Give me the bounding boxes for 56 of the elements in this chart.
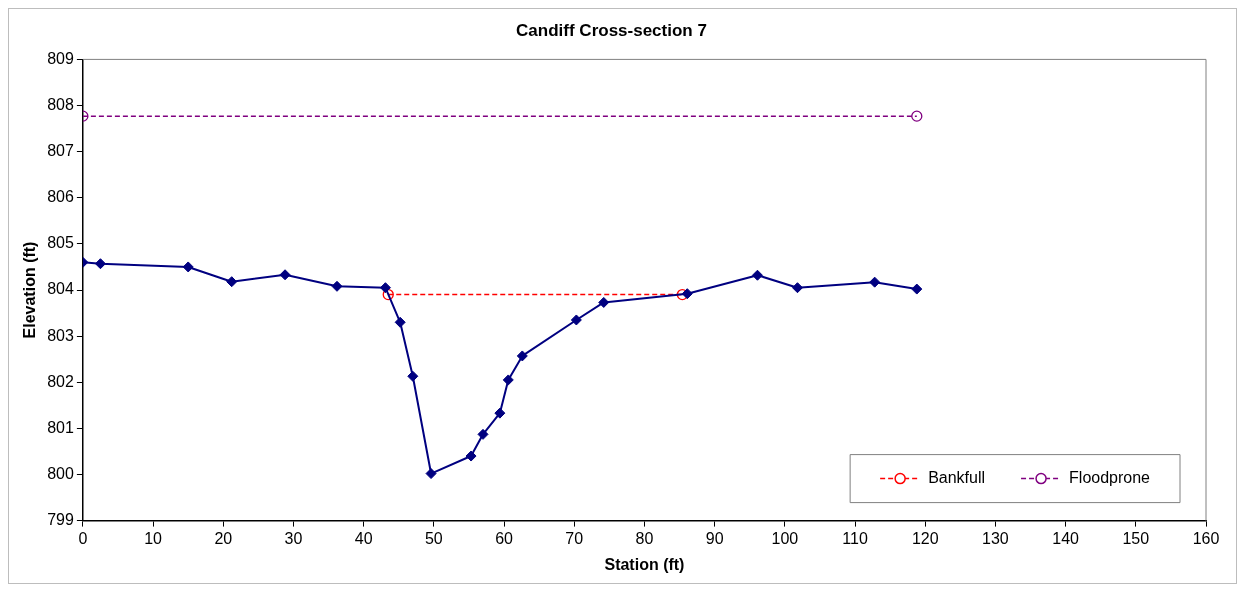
x-tick-label: 130 (982, 529, 1009, 547)
point (331, 280, 343, 292)
x-tick-label: 10 (144, 529, 163, 547)
y-tick-label: 804 (47, 280, 74, 298)
x-tick-label: 90 (705, 529, 724, 547)
point (182, 261, 194, 273)
point (477, 428, 489, 440)
y-tick-label: 803 (47, 326, 74, 344)
y-tick-label: 799 (47, 511, 74, 529)
legend-label: Floodprone (1069, 469, 1151, 487)
point (407, 370, 419, 382)
x-tick-label: 110 (842, 529, 868, 547)
point (494, 407, 506, 419)
x-tick-label: 120 (911, 529, 939, 547)
x-axis-title: Station (ft) (604, 555, 685, 573)
legend-label: Bankfull (928, 469, 986, 487)
point (681, 288, 693, 300)
y-tick-label: 806 (47, 188, 74, 206)
y-tick-label: 808 (47, 95, 74, 113)
x-tick-label: 70 (565, 529, 584, 547)
point (676, 288, 688, 301)
x-tick-label: 20 (214, 529, 233, 547)
point (791, 282, 803, 294)
point (869, 276, 881, 288)
x-tick-label: 80 (635, 529, 654, 547)
y-axis-title: Elevation (ft) (21, 241, 39, 339)
y-tick-label: 801 (47, 418, 74, 436)
x-tick-label: 40 (354, 529, 373, 547)
point (379, 282, 391, 294)
point (502, 374, 514, 386)
point (279, 269, 291, 281)
x-tick-label: 160 (1192, 529, 1220, 547)
x-tick-label: 50 (424, 529, 443, 547)
point (751, 269, 763, 281)
x-tick-label: 100 (771, 529, 799, 547)
point (394, 316, 406, 328)
y-tick-label: 802 (47, 372, 74, 390)
x-tick-label: 140 (1052, 529, 1080, 547)
point (911, 283, 923, 295)
point (516, 350, 528, 362)
point (465, 450, 477, 462)
point (226, 276, 238, 288)
x-tick-label: 60 (495, 529, 514, 547)
point (425, 468, 437, 480)
x-tick-label: 30 (284, 529, 303, 547)
y-tick-label: 805 (47, 234, 74, 252)
chart-title: Candiff Cross-section 7 (516, 20, 707, 40)
x-tick-label: 0 (78, 529, 88, 547)
point (94, 258, 106, 270)
point (570, 314, 582, 326)
y-tick-label: 800 (47, 464, 74, 482)
x-tick-label: 150 (1122, 529, 1150, 547)
point (598, 296, 610, 308)
y-tick-label: 809 (47, 49, 74, 67)
point (382, 288, 394, 301)
y-tick-label: 807 (47, 142, 74, 160)
